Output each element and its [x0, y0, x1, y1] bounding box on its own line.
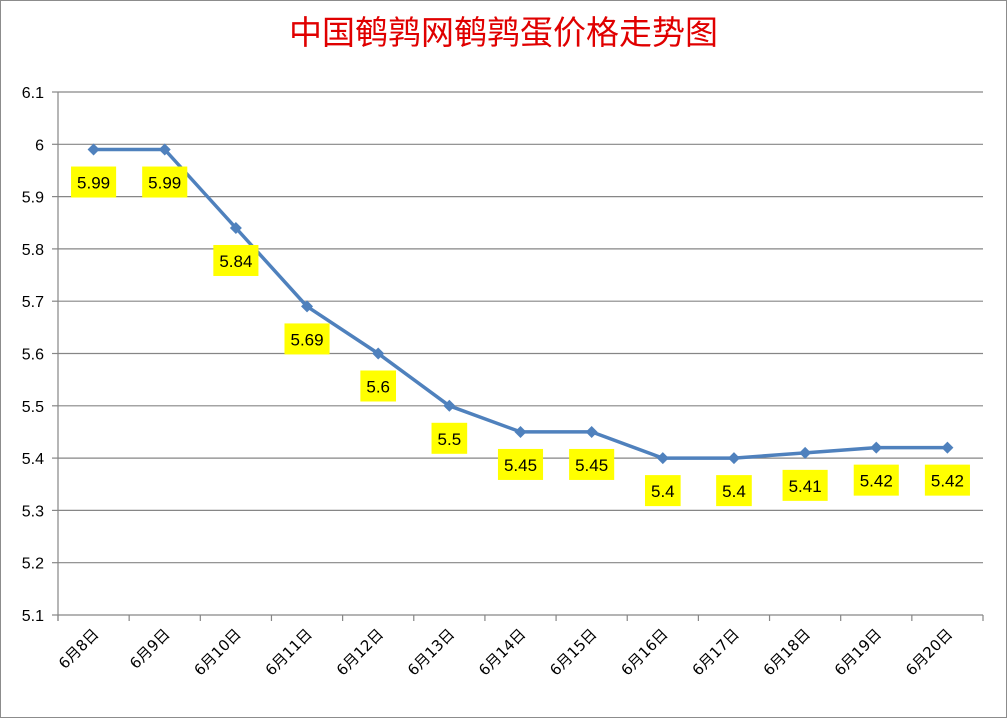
data-label-bg — [782, 469, 828, 501]
data-point-marker — [656, 452, 669, 465]
data-label-bg — [431, 422, 468, 454]
data-point-marker — [229, 221, 242, 234]
y-tick-label: 5.9 — [22, 190, 44, 207]
data-label-bg — [853, 464, 899, 496]
data-label-text: 5.69 — [290, 330, 323, 349]
data-label-text: 5.4 — [722, 482, 746, 501]
data-label-bg — [644, 475, 681, 507]
data-label-bg — [569, 448, 615, 480]
gridlines — [58, 91, 983, 616]
x-tick-label: 6月11日 — [262, 625, 316, 679]
x-tick-label: 6月10日 — [191, 625, 245, 679]
data-label-text: 5.45 — [504, 456, 537, 475]
data-label: 5.99 — [142, 166, 188, 198]
data-point-marker — [158, 143, 171, 156]
chart-title: 中国鹌鹑网鹌鹑蛋价格走势图 — [289, 13, 718, 52]
data-labels: 5.99 5.99 5.84 5.69 5.6 5.5 5.45 5.45 5.4 5.4 5.41… — [71, 166, 970, 507]
data-label-text: 5.42 — [931, 472, 964, 491]
data-label: 5.84 — [213, 244, 259, 276]
x-tick-label: 6月9日 — [126, 625, 173, 672]
y-tick-label: 6 — [35, 137, 44, 154]
y-tick-label: 5.8 — [22, 242, 44, 259]
x-tick-label: 6月12日 — [333, 625, 387, 679]
data-label: 5.4 — [644, 475, 681, 507]
y-tick-label: 5.3 — [22, 503, 44, 520]
y-tick-label: 5.1 — [22, 608, 44, 625]
data-label-text: 5.99 — [148, 174, 181, 193]
data-label-bg — [360, 370, 397, 402]
x-tick-labels: 6月8日 6月9日 6月10日 6月11日 6月12日 6月13日 6月14日 6月15日 6月… — [55, 625, 956, 679]
series-line — [93, 147, 948, 460]
data-label: 5.42 — [924, 464, 970, 496]
x-tick-label: 6月15日 — [546, 625, 600, 679]
data-point-marker — [514, 425, 527, 438]
data-label-bg — [497, 448, 544, 480]
data-label-bg — [213, 244, 259, 276]
data-label-bg — [716, 475, 752, 507]
data-label: 5.45 — [497, 448, 544, 480]
data-point-marker — [727, 452, 740, 465]
x-tick-label: 6月19日 — [831, 625, 885, 679]
x-tick-label: 6月20日 — [902, 625, 956, 679]
data-label-text: 5.42 — [860, 472, 893, 491]
data-point-marker — [799, 446, 812, 459]
data-label: 5.69 — [284, 323, 330, 355]
data-label-text: 5.4 — [651, 482, 675, 501]
y-tick-labels: 5.1 5.2 5.3 5.4 5.5 5.6 5.7 5.8 5.9 6 6.1 — [22, 85, 44, 625]
data-label: 5.4 — [716, 475, 752, 507]
data-point-marker — [941, 441, 954, 454]
data-label-text: 5.45 — [575, 456, 608, 475]
data-label-text: 5.6 — [366, 378, 390, 397]
x-tick-label: 6月17日 — [689, 625, 743, 679]
x-tick-label: 6月14日 — [475, 625, 529, 679]
data-label: 5.6 — [360, 370, 397, 402]
data-label: 5.5 — [431, 422, 468, 454]
series-line-group — [87, 143, 954, 465]
data-point-marker — [372, 347, 385, 360]
axes — [52, 91, 984, 621]
y-tick-label: 5.4 — [22, 451, 44, 468]
data-label-text: 5.99 — [77, 174, 110, 193]
data-point-marker — [870, 441, 883, 454]
data-label: 5.41 — [782, 469, 828, 501]
y-tick-label: 5.7 — [22, 294, 44, 311]
y-tick-label: 5.2 — [22, 556, 44, 573]
data-point-marker — [301, 300, 314, 313]
x-tick-label: 6月16日 — [617, 625, 671, 679]
data-label-bg — [142, 166, 188, 198]
y-tick-label: 5.6 — [22, 347, 44, 364]
x-tick-label: 6月18日 — [760, 625, 814, 679]
y-tick-label: 5.5 — [22, 399, 44, 416]
x-tick-label: 6月8日 — [55, 625, 102, 672]
data-point-marker — [585, 425, 598, 438]
data-label: 5.45 — [569, 448, 615, 480]
y-tick-label: 6.1 — [22, 85, 44, 102]
data-label-text: 5.41 — [789, 477, 822, 496]
data-label: 5.42 — [853, 464, 899, 496]
data-label-text: 5.84 — [219, 252, 252, 271]
data-label-bg — [284, 323, 330, 355]
data-point-marker — [87, 143, 100, 156]
x-tick-label: 6月13日 — [404, 625, 458, 679]
data-point-marker — [443, 399, 456, 412]
data-label-text: 5.5 — [438, 430, 462, 449]
data-label: 5.99 — [71, 166, 117, 198]
data-label-bg — [71, 166, 117, 198]
data-label-bg — [924, 464, 970, 496]
